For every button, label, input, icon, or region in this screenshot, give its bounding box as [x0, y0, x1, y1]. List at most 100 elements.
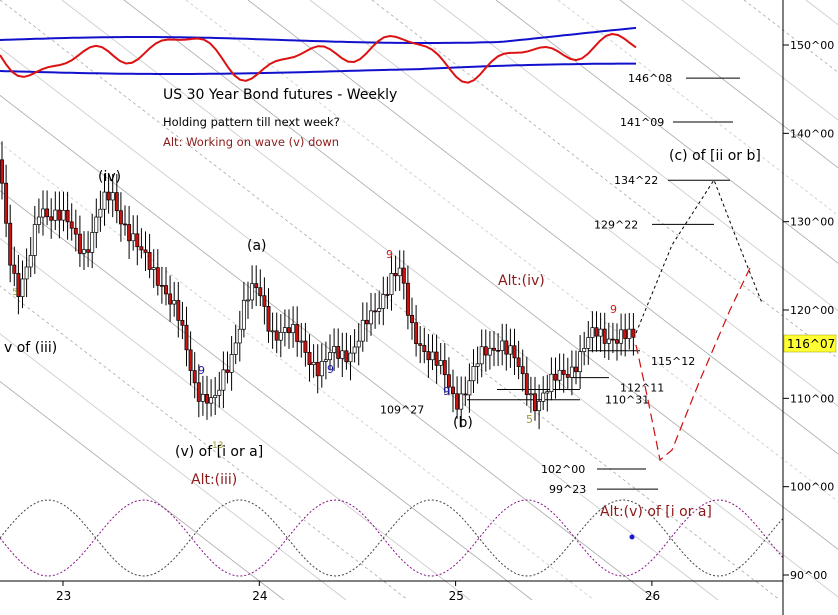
- candle-body: [65, 209, 70, 223]
- current-price-label: 116^07: [787, 337, 835, 351]
- channel-line: [185, 0, 838, 503]
- candle-body: [496, 349, 501, 352]
- candle-body: [32, 224, 37, 256]
- candle-body: [110, 192, 115, 201]
- candle-body: [114, 192, 119, 212]
- candle-body: [49, 216, 54, 221]
- candle-body: [500, 340, 505, 351]
- candle-body: [557, 369, 562, 381]
- y-tick-label: 120^00: [790, 304, 834, 317]
- candle-body: [246, 299, 250, 302]
- candle-body: [151, 267, 156, 270]
- candle-body: [405, 282, 410, 316]
- candle-body: [86, 249, 91, 253]
- candle-body: [94, 216, 99, 233]
- count-mark: 13: [212, 441, 223, 451]
- price-level-label: 102^00: [541, 463, 585, 476]
- lower-band: [0, 62, 636, 75]
- channel-line: [619, 0, 838, 169]
- x-tick-label: 23: [56, 589, 71, 603]
- candle-body: [418, 343, 423, 346]
- candle-body: [590, 327, 595, 338]
- candle-body: [582, 348, 587, 352]
- channel-line: [0, 142, 595, 601]
- candle-body: [492, 347, 496, 351]
- candle-body: [28, 255, 33, 268]
- count-mark: 5: [12, 288, 18, 298]
- y-tick-labels: 150^00 140^00 130^00 120^00 110^00 100^00 90^0…: [783, 39, 834, 582]
- cycle-wave: [0, 499, 784, 577]
- candle-body: [237, 328, 242, 344]
- wave-label-v-of-i-or-a: (v) of [i or a]: [175, 444, 263, 460]
- candle-body: [262, 295, 267, 307]
- price-level-label: 141^09: [620, 116, 664, 129]
- upper-band: [0, 26, 637, 44]
- candle-body: [164, 285, 168, 295]
- candle-body: [422, 345, 427, 352]
- candle-body: [36, 216, 41, 225]
- candle-body: [442, 360, 447, 376]
- candle-body: [545, 391, 550, 394]
- candle-body: [438, 360, 443, 366]
- candle-body: [315, 361, 320, 377]
- count-mark: 5: [526, 413, 533, 426]
- candle-body: [508, 345, 513, 355]
- candle-body: [467, 380, 472, 396]
- candle-body: [426, 351, 431, 361]
- channel-line: [61, 0, 838, 598]
- candle-body: [147, 252, 152, 270]
- candle-body: [520, 366, 525, 375]
- x-tick-label: 26: [645, 589, 660, 603]
- price-level-label: 146^08: [628, 72, 672, 85]
- candle-body: [209, 397, 214, 404]
- oscillator-line: [0, 32, 637, 84]
- channel-line: [681, 0, 838, 121]
- candle-body: [451, 386, 455, 395]
- candle-body: [73, 227, 78, 235]
- channel-line: [0, 190, 533, 601]
- candle-body: [241, 299, 246, 330]
- candle-body: [574, 366, 578, 373]
- projection-primary: [635, 178, 763, 334]
- candle-body: [299, 340, 304, 343]
- candle-body: [225, 369, 230, 373]
- candle-body: [336, 346, 341, 359]
- channel-line: [0, 333, 347, 601]
- wave-label-v-of-iii: v of (iii): [4, 340, 57, 356]
- candle-body: [504, 340, 509, 355]
- candle-body: [205, 393, 209, 404]
- candle-body: [4, 182, 9, 224]
- candle-body: [344, 350, 349, 363]
- count-mark: 9: [610, 303, 617, 316]
- projection-alt: [635, 267, 751, 462]
- price-level-label: 110^31: [605, 393, 649, 406]
- candle-body: [20, 278, 25, 297]
- candle-body: [455, 393, 460, 410]
- candle-body: [479, 346, 484, 365]
- cycle-wave: [0, 499, 784, 577]
- candle-body: [615, 339, 619, 344]
- candle-body: [61, 209, 66, 221]
- candle-body: [311, 361, 316, 365]
- candle-body: [69, 221, 74, 229]
- y-tick-label: 130^00: [790, 216, 834, 229]
- candle-body: [446, 374, 451, 388]
- candle-body: [270, 330, 275, 333]
- wave-label-iv: (iv): [98, 169, 121, 185]
- y-tick-label: 110^00: [790, 392, 834, 405]
- candle-body: [139, 246, 144, 251]
- candle-body: [274, 330, 279, 341]
- candle-body: [287, 327, 291, 334]
- candle-body: [250, 283, 255, 301]
- candle-body: [229, 354, 234, 373]
- y-tick-label: 140^00: [790, 127, 834, 140]
- candle-body: [184, 324, 189, 351]
- candle-body: [188, 349, 193, 371]
- x-tick-label: 24: [252, 589, 267, 603]
- count-mark: 9: [443, 385, 450, 398]
- price-levels: 146^08 141^09 134^22 129^22 115^12 112^11110^…: [380, 72, 740, 496]
- candle-body: [348, 352, 353, 363]
- candle-body: [459, 393, 464, 410]
- candle-body: [516, 357, 521, 367]
